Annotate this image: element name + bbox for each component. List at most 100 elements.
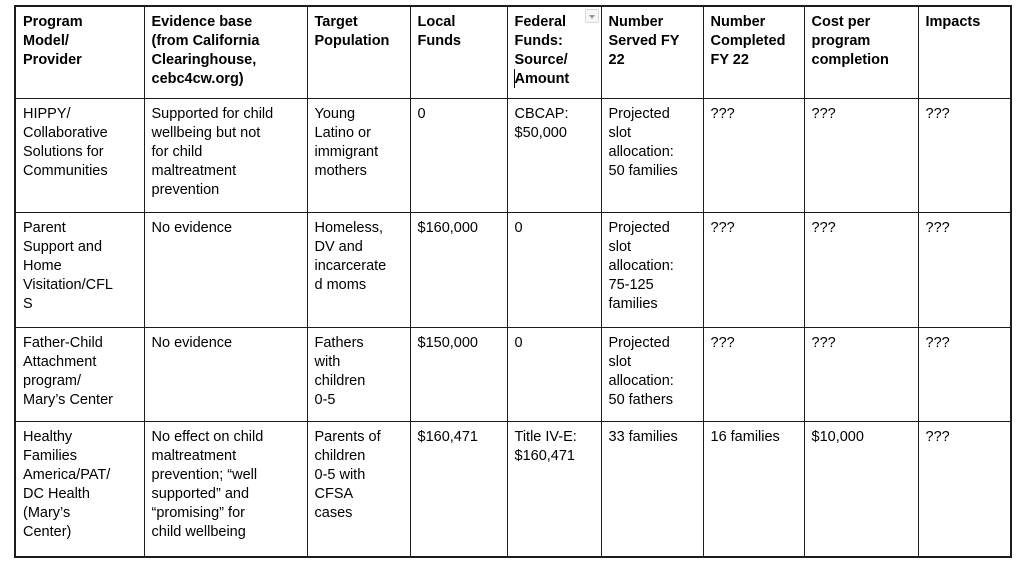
program-funding-table: Program Model/ Provider Evidence base (f… — [14, 5, 1012, 558]
cell-text: Fathers with children 0-5 — [314, 334, 366, 408]
table-cell[interactable]: 0 — [506, 326, 602, 422]
cell-text: $10,000 — [811, 428, 864, 445]
cell-text: 0 — [417, 105, 426, 122]
header-label: Target Population — [314, 14, 390, 49]
table-cell[interactable]: $10,000 — [803, 420, 919, 558]
cell-text: Young Latino or immigrant mothers — [314, 105, 379, 179]
cell-text: ??? — [925, 334, 950, 351]
cell-text: ??? — [811, 334, 836, 351]
cell-text: 16 families — [710, 428, 780, 445]
header-label: Local Funds — [417, 14, 462, 49]
table-cell[interactable]: ??? — [917, 97, 1012, 213]
table-cell[interactable]: ??? — [917, 420, 1012, 558]
cell-text: $160,000 — [417, 219, 478, 236]
cell-text: ??? — [925, 105, 950, 122]
cell-text: Homeless, DV and incarcerate d moms — [314, 219, 387, 293]
cell-text: Parents of children 0-5 with CFSA cases — [314, 428, 381, 521]
cell-text: ??? — [710, 219, 735, 236]
cell-text: 0 — [514, 334, 523, 351]
cell-text: Projected slot allocation: 50 fathers — [608, 334, 674, 408]
header-label: Evidence base (from California Clearingh… — [151, 14, 260, 87]
table-cell[interactable]: CBCAP: $50,000 — [506, 97, 602, 213]
table-cell[interactable]: No evidence — [143, 211, 308, 328]
table-cell[interactable]: No effect on child maltreatment preventi… — [143, 420, 308, 558]
table-cell[interactable]: Projected slot allocation: 75-125 famili… — [600, 211, 704, 328]
text-caret — [513, 69, 515, 88]
table-cell[interactable]: Homeless, DV and incarcerate d moms — [306, 211, 411, 328]
table-cell[interactable]: 0 — [409, 97, 508, 213]
table-row-parent-support: Parent Support and Home Visitation/CFL S… — [14, 211, 1012, 328]
header-label: Program Model/ Provider — [23, 14, 83, 68]
cell-text: No evidence — [151, 334, 233, 351]
table-cell[interactable]: ??? — [803, 97, 919, 213]
cell-text: CBCAP: $50,000 — [514, 105, 569, 141]
header-cell-number-served[interactable]: Number Served FY 22 — [600, 5, 704, 99]
header-cell-local-funds[interactable]: Local Funds — [409, 5, 508, 99]
header-cell-program-model[interactable]: Program Model/ Provider — [14, 5, 145, 99]
table-cell[interactable]: Father-Child Attachment program/ Mary’s … — [14, 326, 145, 422]
cell-text: No evidence — [151, 219, 233, 236]
cell-text: ??? — [925, 428, 950, 445]
table-cell[interactable]: 16 families — [702, 420, 805, 558]
table-cell[interactable]: ??? — [917, 211, 1012, 328]
cell-text: 33 families — [608, 428, 678, 445]
header-label: Cost per program completion — [811, 14, 889, 68]
table-cell[interactable]: ??? — [803, 326, 919, 422]
table-cell[interactable]: Healthy Families America/PAT/ DC Health … — [14, 420, 145, 558]
cell-text: ??? — [710, 105, 735, 122]
header-cell-federal-funds[interactable]: Federal Funds: Source/ Amount — [506, 5, 602, 99]
table-cell[interactable]: Supported for child wellbeing but not fo… — [143, 97, 308, 213]
header-cell-number-completed[interactable]: Number Completed FY 22 — [702, 5, 805, 99]
table-cell[interactable]: Young Latino or immigrant mothers — [306, 97, 411, 213]
table-row-hippy: HIPPY/ Collaborative Solutions for Commu… — [14, 97, 1012, 213]
header-label: Number Served FY 22 — [608, 14, 680, 68]
header-cell-evidence-base[interactable]: Evidence base (from California Clearingh… — [143, 5, 308, 99]
table-cell[interactable]: No evidence — [143, 326, 308, 422]
cell-text: HIPPY/ Collaborative Solutions for Commu… — [23, 105, 108, 179]
header-row: Program Model/ Provider Evidence base (f… — [14, 5, 1012, 99]
cell-text: No effect on child maltreatment preventi… — [151, 428, 264, 540]
table-cell[interactable]: ??? — [917, 326, 1012, 422]
header-cell-target-population[interactable]: Target Population — [306, 5, 411, 99]
table-cell[interactable]: 33 families — [600, 420, 704, 558]
table-cell[interactable]: $160,471 — [409, 420, 508, 558]
cell-text: Father-Child Attachment program/ Mary’s … — [23, 334, 113, 408]
cell-text: ??? — [710, 334, 735, 351]
cell-text: Healthy Families America/PAT/ DC Health … — [23, 428, 111, 540]
header-cell-cost-per-completion[interactable]: Cost per program completion — [803, 5, 919, 99]
table-row-father-child: Father-Child Attachment program/ Mary’s … — [14, 326, 1012, 422]
table-cell[interactable]: ??? — [702, 211, 805, 328]
header-cell-impacts[interactable]: Impacts — [917, 5, 1012, 99]
header-label: Impacts — [925, 14, 981, 30]
table-cell[interactable]: $160,000 — [409, 211, 508, 328]
table-cell[interactable]: ??? — [702, 326, 805, 422]
cell-text: 0 — [514, 219, 523, 236]
cell-text: Projected slot allocation: 50 families — [608, 105, 678, 179]
cell-text: ??? — [811, 219, 836, 236]
header-label: Number Completed FY 22 — [710, 14, 786, 68]
table-cell[interactable]: 0 — [506, 211, 602, 328]
cell-text: $150,000 — [417, 334, 478, 351]
table-row-healthy-families: Healthy Families America/PAT/ DC Health … — [14, 420, 1012, 558]
cell-text: Parent Support and Home Visitation/CFL S — [23, 219, 113, 312]
table-cell[interactable]: Title IV-E: $160,471 — [506, 420, 602, 558]
cell-text: Title IV-E: $160,471 — [514, 428, 577, 464]
table-cell[interactable]: ??? — [803, 211, 919, 328]
table-cell[interactable]: HIPPY/ Collaborative Solutions for Commu… — [14, 97, 145, 213]
table-cell[interactable]: Projected slot allocation: 50 fathers — [600, 326, 704, 422]
table-cell[interactable]: $150,000 — [409, 326, 508, 422]
header-label: Federal Funds: Source/ Amount — [514, 14, 570, 87]
table-cell[interactable]: Parent Support and Home Visitation/CFL S — [14, 211, 145, 328]
triangle-glyph — [588, 15, 595, 19]
table-cell[interactable]: Fathers with children 0-5 — [306, 326, 411, 422]
cell-text: ??? — [811, 105, 836, 122]
table-cell[interactable]: ??? — [702, 97, 805, 213]
cell-text: ??? — [925, 219, 950, 236]
chevron-down-icon[interactable] — [584, 9, 599, 23]
cell-text: Supported for child wellbeing but not fo… — [151, 105, 274, 198]
cell-text: Projected slot allocation: 75-125 famili… — [608, 219, 674, 312]
table-cell[interactable]: Projected slot allocation: 50 families — [600, 97, 704, 213]
table-cell[interactable]: Parents of children 0-5 with CFSA cases — [306, 420, 411, 558]
cell-text: $160,471 — [417, 428, 478, 445]
